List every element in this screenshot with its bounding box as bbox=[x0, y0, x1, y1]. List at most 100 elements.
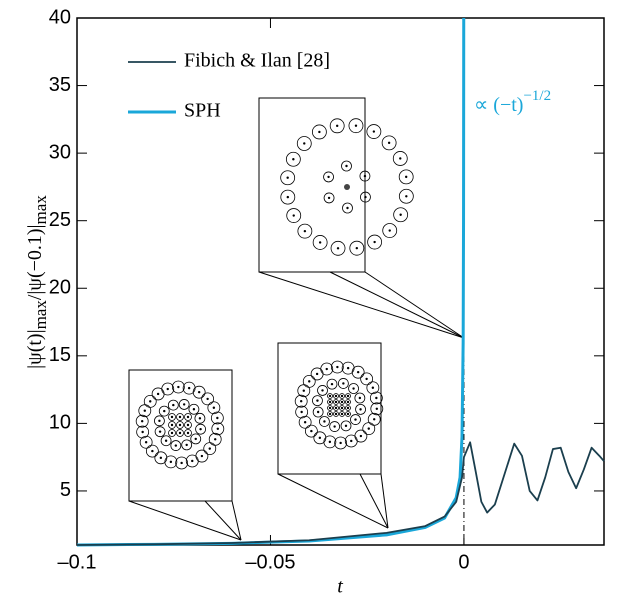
particle-center bbox=[198, 417, 202, 420]
particle bbox=[339, 393, 345, 399]
particle-center bbox=[170, 423, 174, 427]
plot-frame bbox=[76, 17, 605, 546]
particle-center bbox=[359, 408, 362, 411]
particle-center bbox=[334, 394, 338, 398]
particle-center bbox=[308, 380, 311, 383]
particle bbox=[350, 414, 361, 425]
particle-center bbox=[286, 195, 290, 199]
particle bbox=[184, 429, 192, 437]
particle-center bbox=[375, 396, 378, 400]
particle-center bbox=[387, 141, 391, 145]
particle bbox=[145, 444, 159, 458]
particle-center bbox=[388, 229, 391, 232]
particle-center bbox=[303, 421, 307, 424]
x-tick-label: –0.1 bbox=[58, 551, 97, 573]
particle bbox=[329, 118, 345, 134]
particle bbox=[167, 399, 179, 411]
particle-center bbox=[216, 416, 219, 420]
particle-center bbox=[163, 409, 166, 413]
x-tick-label: –0.05 bbox=[245, 551, 295, 573]
particle-center bbox=[169, 460, 173, 464]
particle-center bbox=[156, 392, 160, 396]
particle bbox=[171, 380, 185, 394]
particle bbox=[348, 383, 359, 394]
particle bbox=[345, 405, 351, 411]
particle-center bbox=[323, 420, 326, 423]
legend-label: Fibich & Ilan [28] bbox=[184, 50, 330, 72]
particle-center bbox=[140, 420, 144, 423]
particle bbox=[381, 135, 397, 151]
particle bbox=[312, 406, 324, 418]
particle-center bbox=[178, 431, 182, 435]
particle bbox=[207, 401, 221, 415]
particle bbox=[154, 426, 166, 438]
particle-center bbox=[178, 423, 182, 427]
particle-center bbox=[158, 430, 162, 433]
particle bbox=[192, 385, 206, 399]
particle-center bbox=[182, 403, 186, 406]
particle-center bbox=[144, 441, 148, 444]
particle-center bbox=[340, 406, 344, 410]
particle bbox=[398, 169, 414, 185]
particle bbox=[323, 171, 334, 183]
particle-center bbox=[149, 400, 152, 403]
particle-center bbox=[372, 130, 376, 133]
particle-center bbox=[346, 400, 350, 404]
y-axis-label: |ψ(t)|max/|ψ(−0.1)|max bbox=[24, 195, 50, 369]
x-axis-label: t bbox=[337, 576, 343, 598]
particle bbox=[178, 399, 190, 410]
particle bbox=[286, 208, 302, 223]
particle-center bbox=[192, 408, 196, 411]
particle-center bbox=[292, 158, 295, 161]
particle bbox=[184, 413, 192, 421]
particle-center bbox=[177, 385, 180, 389]
particle-center bbox=[352, 387, 355, 390]
particle bbox=[329, 421, 341, 432]
particle bbox=[330, 360, 344, 374]
y-label-part: /|ψ(−0.1)| bbox=[24, 224, 46, 300]
particle bbox=[280, 189, 296, 205]
particle-center bbox=[199, 427, 202, 431]
particle bbox=[176, 429, 184, 437]
particle bbox=[333, 405, 339, 411]
particle-center bbox=[355, 246, 359, 250]
particle-center bbox=[185, 443, 188, 447]
particle-center bbox=[178, 415, 182, 419]
particle bbox=[369, 391, 383, 405]
inset-connector bbox=[204, 500, 242, 541]
particle-center bbox=[342, 382, 345, 385]
annotation-text: ∝ (−t) bbox=[474, 94, 523, 116]
particle bbox=[349, 240, 365, 256]
particle-center bbox=[328, 406, 332, 410]
particle bbox=[360, 372, 374, 386]
particle bbox=[327, 399, 333, 405]
particle bbox=[139, 435, 153, 449]
particle bbox=[211, 422, 225, 436]
particle bbox=[297, 223, 313, 239]
series-line bbox=[76, 441, 605, 546]
particle-center bbox=[354, 418, 357, 421]
particle bbox=[340, 420, 352, 432]
particle bbox=[312, 395, 323, 407]
particle bbox=[176, 413, 184, 421]
particle bbox=[333, 393, 339, 399]
particle bbox=[392, 151, 408, 166]
particle bbox=[333, 399, 339, 405]
particle bbox=[339, 399, 345, 405]
particle bbox=[285, 151, 301, 167]
particle-center bbox=[340, 412, 344, 416]
particle-center bbox=[158, 419, 161, 423]
particle-center bbox=[335, 124, 339, 128]
particle bbox=[355, 403, 366, 415]
annotation-sup: −1/2 bbox=[523, 88, 551, 104]
particle bbox=[326, 378, 338, 390]
particle-center bbox=[187, 386, 191, 390]
y-label-part: |ψ(t)| bbox=[24, 329, 46, 368]
particle bbox=[296, 136, 312, 151]
particle-center bbox=[346, 206, 349, 210]
particle bbox=[382, 223, 398, 238]
particle-center bbox=[336, 247, 340, 250]
particle bbox=[348, 118, 364, 134]
particle bbox=[398, 188, 414, 204]
particle-center bbox=[170, 431, 174, 435]
